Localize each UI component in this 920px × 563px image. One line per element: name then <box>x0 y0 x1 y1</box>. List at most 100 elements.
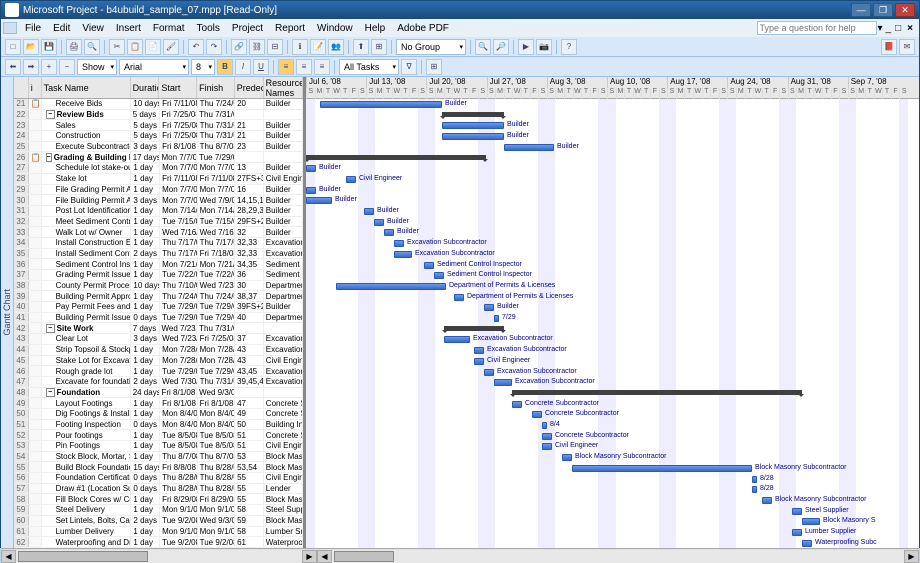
task-name[interactable]: −Grading & Building Permits <box>42 152 131 162</box>
redo-button[interactable]: ↷ <box>206 39 222 55</box>
task-name[interactable]: −Site Work <box>42 323 131 333</box>
scroll-left-button[interactable]: ◀ <box>1 550 16 563</box>
task-name[interactable]: −Review Bids <box>42 110 131 120</box>
view-bar[interactable]: Gantt Chart <box>1 77 14 548</box>
finish-date[interactable]: Thu 8/7/08 <box>198 142 235 152</box>
summary-bar[interactable] <box>512 390 802 395</box>
minimize-button[interactable]: — <box>851 3 871 17</box>
task-bar[interactable] <box>394 251 412 258</box>
zoom-in-button[interactable]: 🔍 <box>475 39 491 55</box>
predecessors[interactable]: 30 <box>235 281 264 291</box>
table-row[interactable]: 46 Rough grade lot 1 day Tue 7/29/08 Tue… <box>14 366 303 377</box>
menu-view[interactable]: View <box>76 21 110 36</box>
table-row[interactable]: 49 Layout Footings 1 day Fri 8/1/08 Fri … <box>14 398 303 409</box>
menu-adobepdf[interactable]: Adobe PDF <box>391 21 455 36</box>
help-search-input[interactable] <box>757 21 877 35</box>
col-header-3[interactable]: Duration <box>131 77 160 98</box>
task-name[interactable]: Install Construction Entrance <box>42 238 132 248</box>
paste-button[interactable]: 📄 <box>145 39 161 55</box>
predecessors[interactable]: 20 <box>235 99 264 109</box>
autofilter-button[interactable]: ∇ <box>401 59 417 75</box>
scroll-thumb-left[interactable] <box>18 551 148 562</box>
start-date[interactable]: Tue 7/29/08 <box>160 366 197 376</box>
resources[interactable]: Builder <box>264 185 303 195</box>
col-header-6[interactable]: Predecessors <box>235 77 264 98</box>
col-header-4[interactable]: Start <box>159 77 197 98</box>
finish-date[interactable]: Wed 7/16/08 <box>198 227 235 237</box>
start-date[interactable]: Tue 8/5/08 <box>160 430 197 440</box>
task-name[interactable]: Construction <box>42 131 132 141</box>
resources[interactable]: Civil Enginee <box>264 473 303 483</box>
resources[interactable]: Builder <box>264 302 303 312</box>
table-row[interactable]: 36 Sediment Control Insp. 1 day Mon 7/21… <box>14 259 303 270</box>
resources[interactable]: Builder <box>264 142 303 152</box>
task-bar[interactable] <box>424 262 434 269</box>
predecessors[interactable]: 55 <box>235 494 264 504</box>
start-date[interactable]: Mon 7/14/08 <box>160 206 197 216</box>
finish-date[interactable]: Tue 7/29/08 <box>198 302 235 312</box>
task-name[interactable]: Sediment Control Insp. <box>42 259 132 269</box>
task-bar[interactable] <box>306 197 332 204</box>
task-name[interactable]: Rough grade lot <box>42 366 132 376</box>
start-date[interactable]: Tue 9/2/08 <box>160 537 197 547</box>
duration[interactable]: 1 day <box>131 356 160 366</box>
pdf-button[interactable]: 📕 <box>881 39 897 55</box>
finish-date[interactable]: Thu 7/17/08 <box>198 238 235 248</box>
assign-button[interactable]: 👥 <box>328 39 344 55</box>
italic-button[interactable]: I <box>235 59 251 75</box>
predecessors[interactable]: 61 <box>235 537 264 547</box>
task-name[interactable]: Meet Sediment Control Inspector <box>42 217 132 227</box>
task-name[interactable]: Steel Delivery <box>42 505 132 515</box>
predecessors[interactable]: 49 <box>235 409 264 419</box>
table-row[interactable]: 60 Set Lintels, Bolts, Cap Block 2 days … <box>14 516 303 527</box>
duration[interactable]: 5 days <box>131 110 160 120</box>
table-row[interactable]: 47 Excavate for foundation 2 days Wed 7/… <box>14 377 303 388</box>
task-bar[interactable] <box>542 433 552 440</box>
task-name[interactable]: Sales <box>42 120 132 130</box>
start-date[interactable]: Tue 7/22/08 <box>160 270 197 280</box>
task-bar[interactable] <box>752 486 757 493</box>
predecessors[interactable] <box>235 152 264 162</box>
task-name[interactable]: Grading Permit Issued <box>42 270 132 280</box>
task-name[interactable]: Building Permit Approved <box>42 291 132 301</box>
resources[interactable]: Department o <box>264 291 303 301</box>
table-row[interactable]: 21 📋 Receive Bids 10 days Fri 7/11/08 Th… <box>14 99 303 110</box>
summary-bar[interactable] <box>306 155 486 160</box>
finish-date[interactable]: Mon 7/7/08 <box>198 185 235 195</box>
start-date[interactable]: Fri 7/11/08 <box>160 174 197 184</box>
task-bar[interactable] <box>512 401 522 408</box>
resources[interactable]: Excavation S <box>264 238 303 248</box>
table-row[interactable]: 33 Walk Lot w/ Owner 1 day Wed 7/16/08 W… <box>14 227 303 238</box>
start-date[interactable]: Fri 8/8/08 <box>160 462 197 472</box>
scroll-right-button-1[interactable]: ▶ <box>302 550 317 563</box>
duration[interactable]: 1 day <box>131 185 160 195</box>
predecessors[interactable]: 29FS+2 days <box>235 217 264 227</box>
start-date[interactable]: Fri 7/25/08 <box>160 110 198 120</box>
duration[interactable]: 3 days <box>131 195 160 205</box>
unlink-button[interactable]: ⛓ <box>249 39 265 55</box>
resources[interactable] <box>264 110 303 120</box>
menu-edit[interactable]: Edit <box>47 21 76 36</box>
predecessors[interactable]: 51 <box>235 430 264 440</box>
finish-date[interactable]: Wed 7/9/08 <box>198 195 235 205</box>
finish-date[interactable]: Mon 7/28/08 <box>198 345 235 355</box>
start-date[interactable]: Wed 7/16/08 <box>160 227 197 237</box>
zoom-out-button[interactable]: 🔎 <box>493 39 509 55</box>
task-bar[interactable] <box>802 518 820 525</box>
col-header-2[interactable]: Task Name <box>42 77 131 98</box>
table-row[interactable]: 61 Lumber Delivery 1 day Mon 9/1/08 Mon … <box>14 527 303 538</box>
duration[interactable]: 1 day <box>131 291 160 301</box>
print-button[interactable]: 🖨 <box>66 39 82 55</box>
menu-tools[interactable]: Tools <box>191 21 226 36</box>
duration[interactable]: 10 days <box>131 281 160 291</box>
menu-insert[interactable]: Insert <box>110 21 147 36</box>
resources[interactable]: Civil Engineer <box>264 174 303 184</box>
resources[interactable]: Excavation S <box>264 366 303 376</box>
task-name[interactable]: Post Lot Identification <box>42 206 132 216</box>
task-bar[interactable] <box>532 411 542 418</box>
resources[interactable]: Sediment Co <box>264 259 303 269</box>
start-date[interactable]: Mon 9/1/08 <box>160 505 197 515</box>
undo-button[interactable]: ↶ <box>188 39 204 55</box>
duration[interactable]: 1 day <box>131 217 160 227</box>
task-bar[interactable] <box>792 529 802 536</box>
